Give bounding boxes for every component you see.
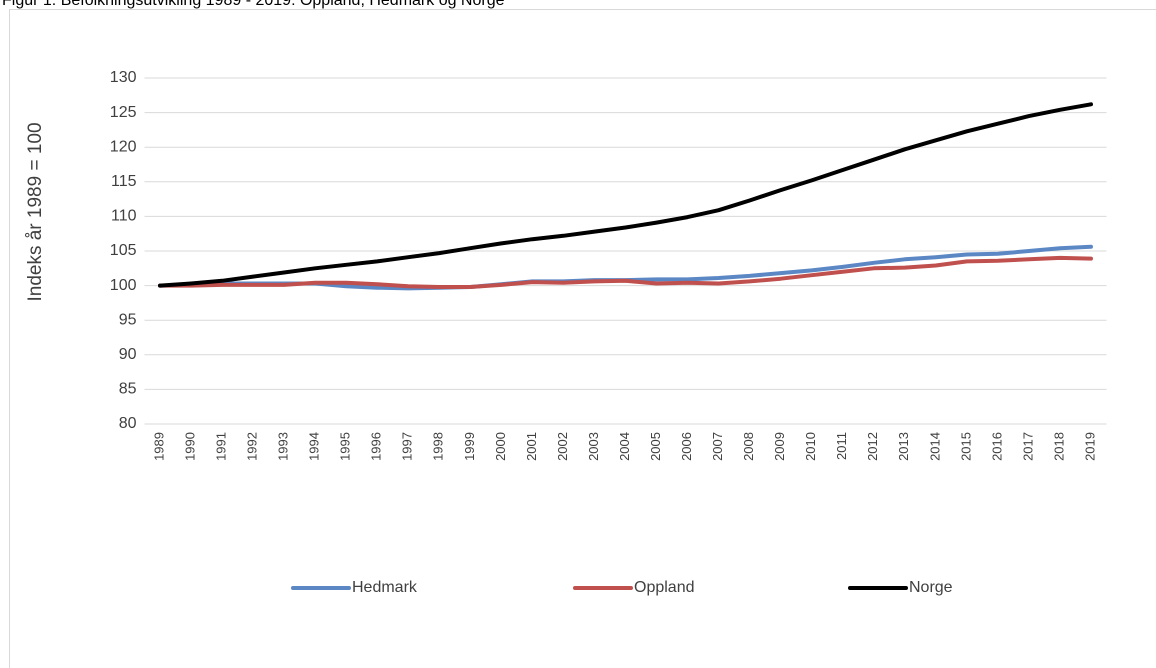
- x-tick-label: 2012: [865, 432, 880, 461]
- x-tick-label: 2007: [710, 432, 725, 461]
- y-tick-label: 125: [110, 104, 137, 121]
- x-tick-label: 2018: [1051, 432, 1066, 461]
- x-tick-label: 2004: [617, 432, 632, 461]
- y-tick-label: 95: [119, 311, 137, 328]
- x-tick-label: 2002: [555, 432, 570, 461]
- y-tick-label: 120: [110, 138, 137, 155]
- x-tick-label: 2013: [896, 432, 911, 461]
- x-tick-label: 1991: [214, 432, 229, 461]
- y-tick-label: 110: [111, 208, 137, 225]
- legend-label: Hedmark: [352, 579, 418, 596]
- x-tick-label: 2008: [741, 432, 756, 461]
- x-tick-label: 1994: [307, 432, 322, 461]
- x-tick-label: 2010: [803, 432, 818, 461]
- y-tick-label: 100: [110, 277, 137, 294]
- x-tick-label: 1990: [182, 432, 197, 461]
- y-tick-label: 90: [119, 346, 137, 363]
- series-line: [158, 255, 1093, 289]
- x-tick-label: 1998: [431, 432, 446, 461]
- y-tick-label: 105: [110, 242, 137, 259]
- x-tick-label: 1989: [151, 432, 166, 461]
- x-tick-label: 1996: [369, 432, 384, 461]
- x-tick-label: 1999: [462, 432, 477, 461]
- x-tick-label: 2016: [989, 432, 1004, 461]
- x-tick-label: 2011: [834, 432, 849, 460]
- chart-frame: [9, 9, 1156, 668]
- x-tick-label: 2014: [927, 432, 942, 461]
- y-tick-label: 115: [111, 173, 137, 190]
- y-tick-label: 85: [119, 381, 137, 398]
- y-tick-label: 80: [119, 415, 137, 432]
- chart-title: Figur 1: Befolkningsutvikling 1989 - 201…: [2, 0, 505, 9]
- y-tick-label: 130: [110, 69, 137, 86]
- x-tick-label: 2003: [586, 432, 601, 461]
- legend-label: Oppland: [634, 579, 695, 596]
- x-tick-label: 1995: [338, 432, 353, 461]
- x-tick-label: 1992: [245, 432, 260, 461]
- x-tick-label: 2017: [1020, 432, 1035, 461]
- x-tick-label: 2015: [958, 432, 973, 461]
- y-axis-label: Indeks år 1989 = 100: [25, 122, 46, 301]
- x-tick-label: 2006: [679, 432, 694, 461]
- series-line: [158, 102, 1093, 288]
- x-tick-label: 2001: [524, 432, 539, 461]
- x-tick-label: 1993: [276, 432, 291, 461]
- x-tick-label: 2000: [493, 432, 508, 461]
- x-tick-label: 2019: [1082, 432, 1097, 461]
- x-tick-label: 2009: [772, 432, 787, 461]
- legend-label: Norge: [909, 579, 953, 596]
- x-tick-label: 1997: [400, 432, 415, 461]
- x-tick-label: 2005: [648, 432, 663, 461]
